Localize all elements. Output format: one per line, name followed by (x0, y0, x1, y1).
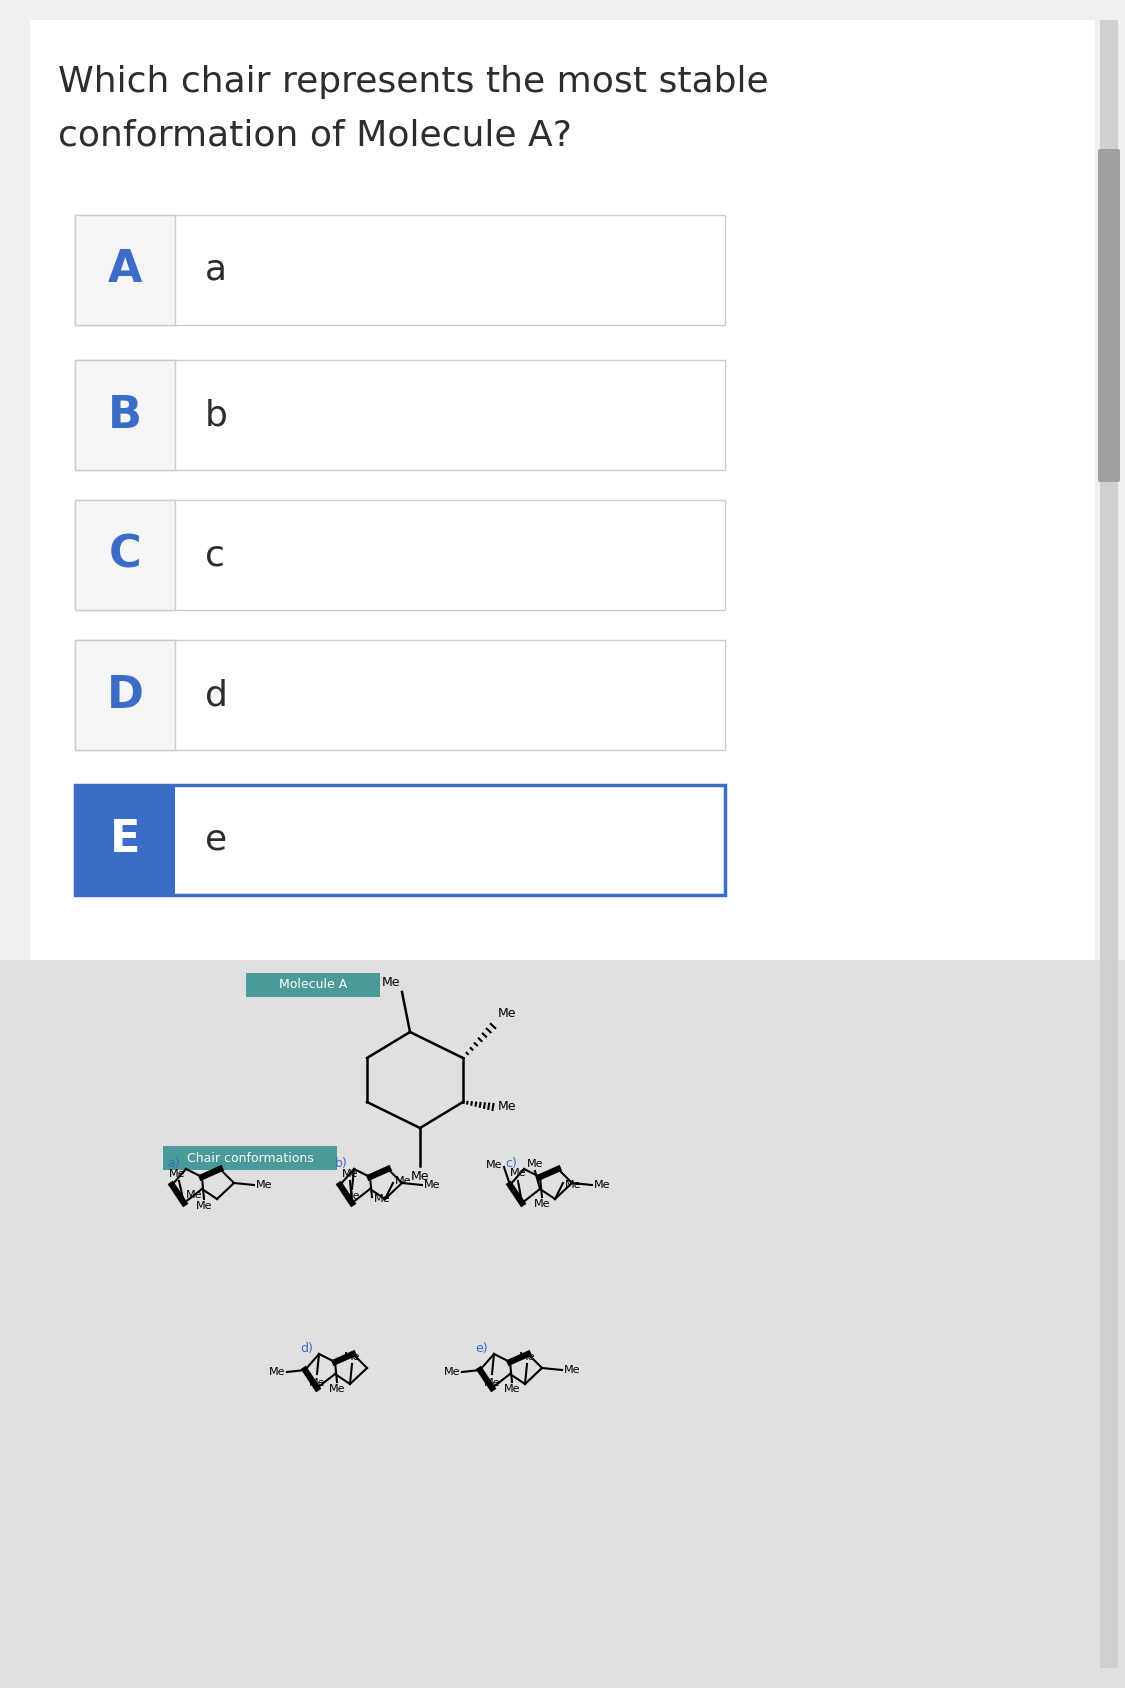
Text: B: B (108, 393, 142, 437)
FancyBboxPatch shape (75, 214, 724, 326)
Text: c: c (205, 538, 225, 572)
Text: Me: Me (486, 1160, 502, 1170)
Text: Molecule A: Molecule A (279, 979, 348, 991)
Text: Me: Me (308, 1377, 325, 1388)
Text: a: a (205, 253, 227, 287)
Text: c): c) (505, 1156, 516, 1170)
FancyBboxPatch shape (75, 214, 176, 326)
Text: Me: Me (424, 1180, 441, 1190)
FancyBboxPatch shape (1098, 149, 1120, 483)
FancyBboxPatch shape (75, 360, 176, 469)
FancyBboxPatch shape (75, 640, 176, 749)
Text: Which chair represents the most stable: Which chair represents the most stable (58, 66, 768, 100)
Text: Me: Me (196, 1200, 213, 1210)
Text: Me: Me (169, 1170, 186, 1178)
FancyBboxPatch shape (75, 500, 176, 609)
Text: Me: Me (565, 1180, 582, 1190)
FancyBboxPatch shape (75, 500, 724, 609)
Text: Me: Me (328, 1384, 345, 1394)
Text: Me: Me (342, 1170, 358, 1178)
Text: C: C (109, 533, 142, 577)
FancyBboxPatch shape (30, 20, 1095, 960)
FancyBboxPatch shape (163, 1146, 338, 1170)
Text: Me: Me (498, 1101, 516, 1114)
FancyBboxPatch shape (75, 785, 176, 895)
Text: Me: Me (564, 1366, 580, 1376)
Text: e: e (205, 824, 227, 858)
Text: Me: Me (411, 1170, 430, 1183)
Text: Me: Me (594, 1180, 611, 1190)
Text: Me: Me (504, 1384, 520, 1394)
FancyBboxPatch shape (1100, 20, 1118, 1668)
Text: Me: Me (484, 1377, 501, 1388)
Text: e): e) (475, 1342, 487, 1355)
Text: conformation of Molecule A?: conformation of Molecule A? (58, 118, 572, 152)
Text: Me: Me (344, 1352, 360, 1362)
Text: Me: Me (519, 1352, 536, 1362)
FancyBboxPatch shape (75, 785, 724, 895)
Text: d: d (205, 679, 228, 712)
Text: Me: Me (526, 1160, 543, 1170)
Text: b): b) (335, 1156, 348, 1170)
Text: Me: Me (395, 1177, 412, 1187)
Text: Me: Me (186, 1190, 202, 1200)
Text: b: b (205, 398, 228, 432)
Text: Me: Me (344, 1192, 360, 1200)
Text: D: D (107, 674, 144, 716)
Text: E: E (110, 819, 141, 861)
FancyBboxPatch shape (75, 360, 724, 469)
Text: Me: Me (443, 1367, 460, 1377)
Text: Me: Me (269, 1367, 285, 1377)
Text: d): d) (300, 1342, 313, 1355)
Text: Me: Me (498, 1008, 516, 1020)
Text: a): a) (166, 1156, 180, 1170)
Text: Me: Me (381, 976, 400, 989)
FancyBboxPatch shape (0, 960, 1125, 1688)
FancyBboxPatch shape (75, 640, 724, 749)
FancyBboxPatch shape (246, 972, 380, 998)
Text: Me: Me (374, 1193, 390, 1204)
Text: Chair conformations: Chair conformations (187, 1151, 314, 1165)
Text: Me: Me (510, 1168, 526, 1178)
Text: Me: Me (533, 1198, 550, 1209)
Text: Me: Me (256, 1180, 272, 1190)
Text: A: A (108, 248, 142, 292)
